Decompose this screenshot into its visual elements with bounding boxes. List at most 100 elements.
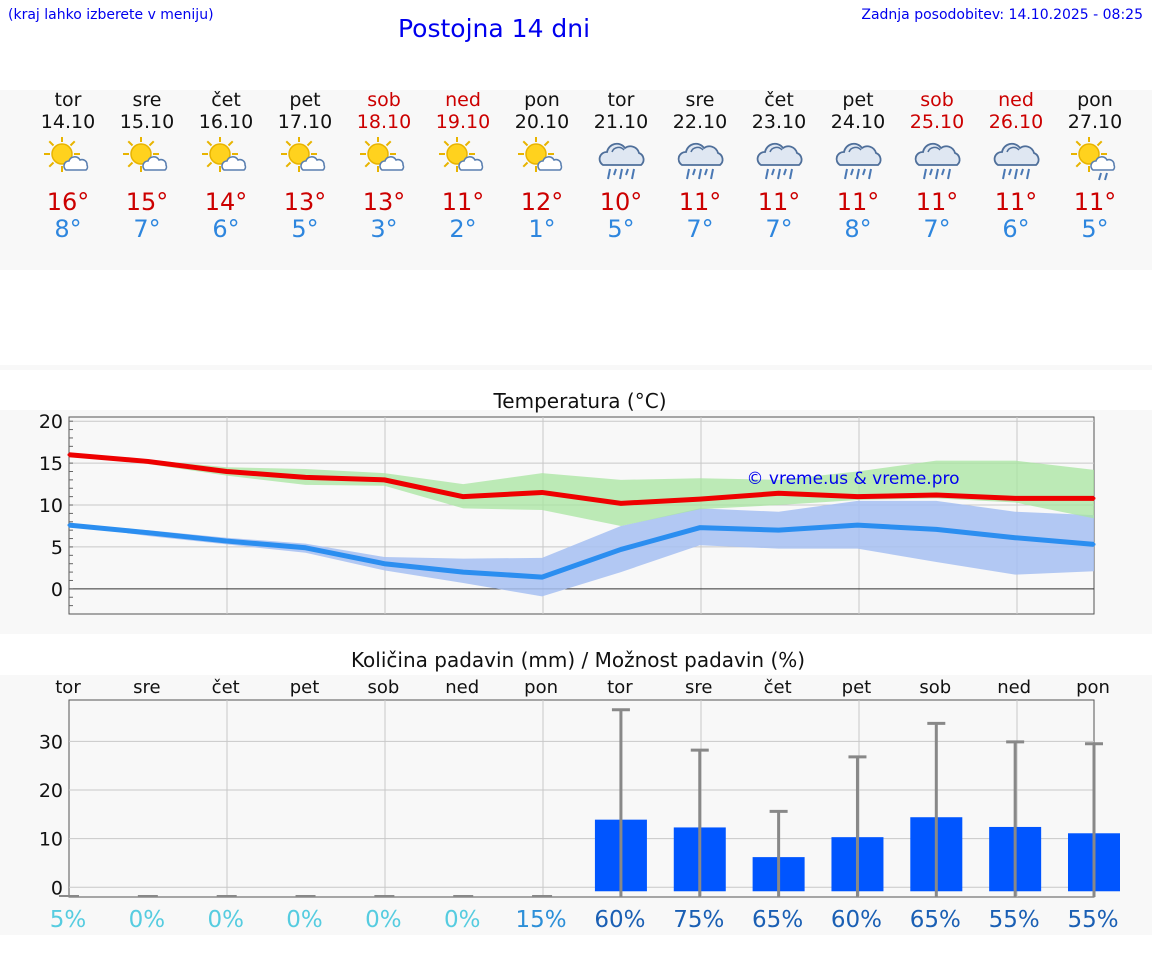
- min-temperature: 8°: [844, 215, 872, 243]
- sun-cloud-icon: [200, 136, 252, 181]
- chart-title: Temperatura (°C): [492, 389, 666, 413]
- max-temperature-point: [698, 497, 702, 501]
- day-column: sre 15.10 15° 7°: [107, 89, 187, 243]
- x-day-label: sob: [919, 677, 951, 698]
- x-day-label: pet: [290, 677, 320, 698]
- max-temperature: 15°: [125, 188, 169, 216]
- min-temperature-point: [619, 547, 623, 551]
- min-temperature: 5°: [1081, 215, 1109, 243]
- day-name: sre: [132, 89, 162, 111]
- min-temperature: 8°: [54, 215, 82, 243]
- y-tick-label: 5: [51, 537, 63, 559]
- min-temperature: 7°: [765, 215, 793, 243]
- precip-probability: 0%: [365, 907, 402, 933]
- rain-cloud-icon: [674, 137, 726, 181]
- max-temperature-point: [1013, 496, 1017, 500]
- precip-probability: 60%: [594, 907, 645, 933]
- max-temperature: 11°: [994, 188, 1038, 216]
- min-temperature-point: [382, 562, 386, 566]
- min-temperature-point: [855, 523, 859, 527]
- y-tick-label: 10: [39, 829, 63, 851]
- max-temperature: 11°: [678, 188, 722, 216]
- precipitation-chart: Količina padavin (mm) / Možnost padavin …: [39, 648, 1120, 933]
- min-temperature-point: [146, 531, 150, 535]
- max-temperature-point: [619, 501, 623, 505]
- day-column: pon 20.10 12° 1°: [502, 89, 582, 243]
- day-column: pon 27.10 11° 5°: [1055, 89, 1135, 243]
- max-temperature: 13°: [362, 188, 406, 216]
- max-temperature-point: [146, 459, 150, 463]
- min-temperature-point: [1092, 542, 1096, 546]
- min-temperature-point: [934, 527, 938, 531]
- max-temperature: 12°: [520, 188, 564, 216]
- day-date: 19.10: [435, 111, 491, 133]
- day-date: 15.10: [119, 111, 175, 133]
- min-temperature: 2°: [449, 215, 477, 243]
- precip-probability: 5%: [50, 907, 87, 933]
- max-temperature: 11°: [915, 188, 959, 216]
- precip-probability: 75%: [673, 907, 724, 933]
- day-name: pet: [289, 89, 321, 111]
- day-date: 27.10: [1067, 111, 1123, 133]
- x-day-label: pon: [524, 677, 558, 698]
- precip-probability: 0%: [129, 907, 166, 933]
- day-column: pet 17.10 13° 5°: [265, 89, 345, 243]
- sun-cloud-icon: [121, 136, 173, 181]
- x-day-label: čet: [212, 677, 240, 698]
- min-temperature: 5°: [607, 215, 635, 243]
- y-tick-label: 20: [39, 411, 63, 433]
- day-date: 20.10: [514, 111, 570, 133]
- day-column: ned 19.10 11° 2°: [423, 89, 503, 243]
- max-temperature-range: [69, 454, 1094, 526]
- page-title: Postojna 14 dni: [398, 14, 591, 43]
- location-menu-note[interactable]: (kraj lahko izberete v meniju): [8, 7, 214, 23]
- precip-probability: 0%: [286, 907, 323, 933]
- day-date: 26.10: [988, 111, 1044, 133]
- day-column: tor 21.10 10° 5°: [581, 89, 661, 243]
- sun-rain-icon: [1069, 136, 1121, 181]
- y-tick-label: 20: [39, 780, 63, 802]
- min-temperature: 1°: [528, 215, 556, 243]
- x-day-label: pet: [842, 677, 872, 698]
- sun-cloud-icon: [279, 136, 331, 181]
- max-temperature-point: [540, 490, 544, 494]
- min-temperature-point: [540, 575, 544, 579]
- x-day-label: ned: [997, 677, 1031, 698]
- max-temperature-point: [461, 495, 465, 499]
- max-temperature-point: [67, 453, 71, 457]
- rain-cloud-icon: [595, 137, 647, 181]
- sun-cloud-icon: [358, 136, 410, 181]
- min-temperature-point: [461, 570, 465, 574]
- separator: [0, 365, 1152, 370]
- min-temperature: 7°: [133, 215, 161, 243]
- watermark: © vreme.us & vreme.pro: [746, 469, 959, 489]
- day-name: tor: [54, 89, 82, 111]
- x-day-label: čet: [764, 677, 792, 698]
- day-column: sre 22.10 11° 7°: [660, 89, 740, 243]
- day-name: sre: [685, 89, 715, 111]
- max-temperature-line: [68, 452, 1094, 506]
- day-name: čet: [211, 89, 241, 111]
- max-temperature-point: [934, 493, 938, 497]
- rain-cloud-icon: [911, 137, 963, 181]
- day-column: tor 14.10 16° 8°: [28, 89, 108, 243]
- precip-probability: 55%: [1067, 907, 1118, 933]
- min-temperature-point: [1013, 536, 1017, 540]
- rain-cloud-icon: [832, 137, 884, 181]
- day-date: 21.10: [593, 111, 649, 133]
- day-name: pet: [842, 89, 874, 111]
- day-column: sob 18.10 13° 3°: [344, 89, 424, 243]
- min-temperature-point: [698, 526, 702, 530]
- max-temperature: 11°: [836, 188, 880, 216]
- day-date: 16.10: [198, 111, 254, 133]
- day-date: 22.10: [672, 111, 728, 133]
- day-name: čet: [764, 89, 794, 111]
- min-temperature: 7°: [923, 215, 951, 243]
- precip-probability: 0%: [444, 907, 481, 933]
- rain-cloud-icon: [753, 137, 805, 181]
- day-name: sob: [920, 89, 954, 111]
- min-temperature: 3°: [370, 215, 398, 243]
- max-temperature: 11°: [441, 188, 485, 216]
- x-day-label: sre: [685, 677, 712, 698]
- min-temperature: 7°: [686, 215, 714, 243]
